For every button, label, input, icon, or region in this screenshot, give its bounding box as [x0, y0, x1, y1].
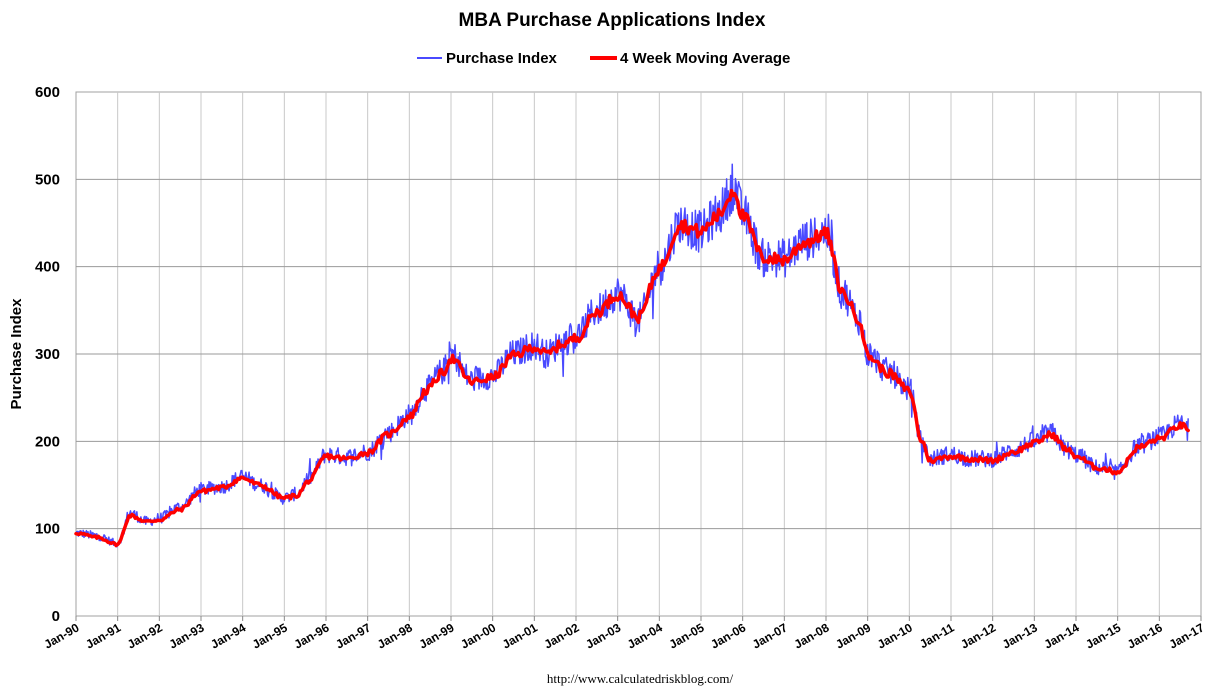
y-tick-label: 0 — [52, 608, 60, 625]
x-tick-label: Jan-06 — [708, 620, 748, 651]
x-tick-label: Jan-16 — [1125, 620, 1165, 651]
x-tick-label: Jan-05 — [667, 620, 707, 651]
y-axis-label: Purchase Index — [8, 298, 25, 410]
x-tick-label: Jan-11 — [917, 620, 957, 651]
x-tick-label: Jan-00 — [458, 620, 498, 651]
y-axis-ticks: 0 100 200 300 400 500 600 — [35, 84, 60, 625]
x-tick-label: Jan-07 — [750, 620, 790, 651]
x-tick-label: Jan-91 — [83, 620, 123, 651]
y-tick-label: 200 — [35, 433, 60, 450]
y-tick-label: 100 — [35, 521, 60, 538]
x-tick-label: Jan-14 — [1042, 620, 1082, 651]
x-tick-label: Jan-04 — [625, 620, 665, 651]
y-tick-label: 400 — [35, 259, 60, 276]
x-tick-label: Jan-96 — [292, 620, 332, 651]
x-tick-label: Jan-10 — [875, 620, 915, 651]
x-tick-label: Jan-99 — [417, 620, 457, 651]
x-tick-label: Jan-15 — [1083, 620, 1123, 651]
series-line-purchase-index — [75, 163, 1189, 548]
x-tick-label: Jan-94 — [208, 620, 248, 651]
x-tick-label: Jan-12 — [958, 620, 998, 651]
y-tick-label: 500 — [35, 171, 60, 188]
legend-label-moving-average: 4 Week Moving Average — [620, 50, 790, 67]
x-tick-label: Jan-02 — [542, 620, 582, 651]
x-tick-label: Jan-01 — [500, 620, 540, 651]
x-tick-label: Jan-92 — [125, 620, 165, 651]
x-tick-label: Jan-08 — [792, 620, 832, 651]
horizontal-gridlines — [76, 178, 1201, 530]
legend-label-purchase-index: Purchase Index — [446, 50, 558, 67]
y-tick-label: 300 — [35, 346, 60, 363]
x-tick-label: Jan-98 — [375, 620, 415, 651]
x-tick-label: Jan-13 — [1000, 620, 1040, 651]
source-url: http://www.calculatedriskblog.com/ — [547, 671, 734, 686]
x-tick-label: Jan-93 — [167, 620, 207, 651]
x-axis-ticks: Jan-90 Jan-91 Jan-92 Jan-93 Jan-94 Jan-95 Jan-… — [42, 616, 1207, 652]
x-tick-label: Jan-17 — [1167, 620, 1207, 651]
legend: Purchase Index 4 Week Moving Average — [417, 50, 790, 67]
x-tick-label: Jan-90 — [42, 620, 82, 651]
series-line-moving-average — [74, 188, 1190, 548]
chart-title: MBA Purchase Applications Index — [459, 10, 766, 31]
x-tick-label: Jan-95 — [250, 620, 290, 651]
y-tick-label: 600 — [35, 84, 60, 101]
x-tick-label: Jan-03 — [583, 620, 623, 651]
x-tick-label: Jan-97 — [333, 620, 373, 651]
series-layer — [74, 163, 1190, 548]
x-tick-label: Jan-09 — [833, 620, 873, 651]
